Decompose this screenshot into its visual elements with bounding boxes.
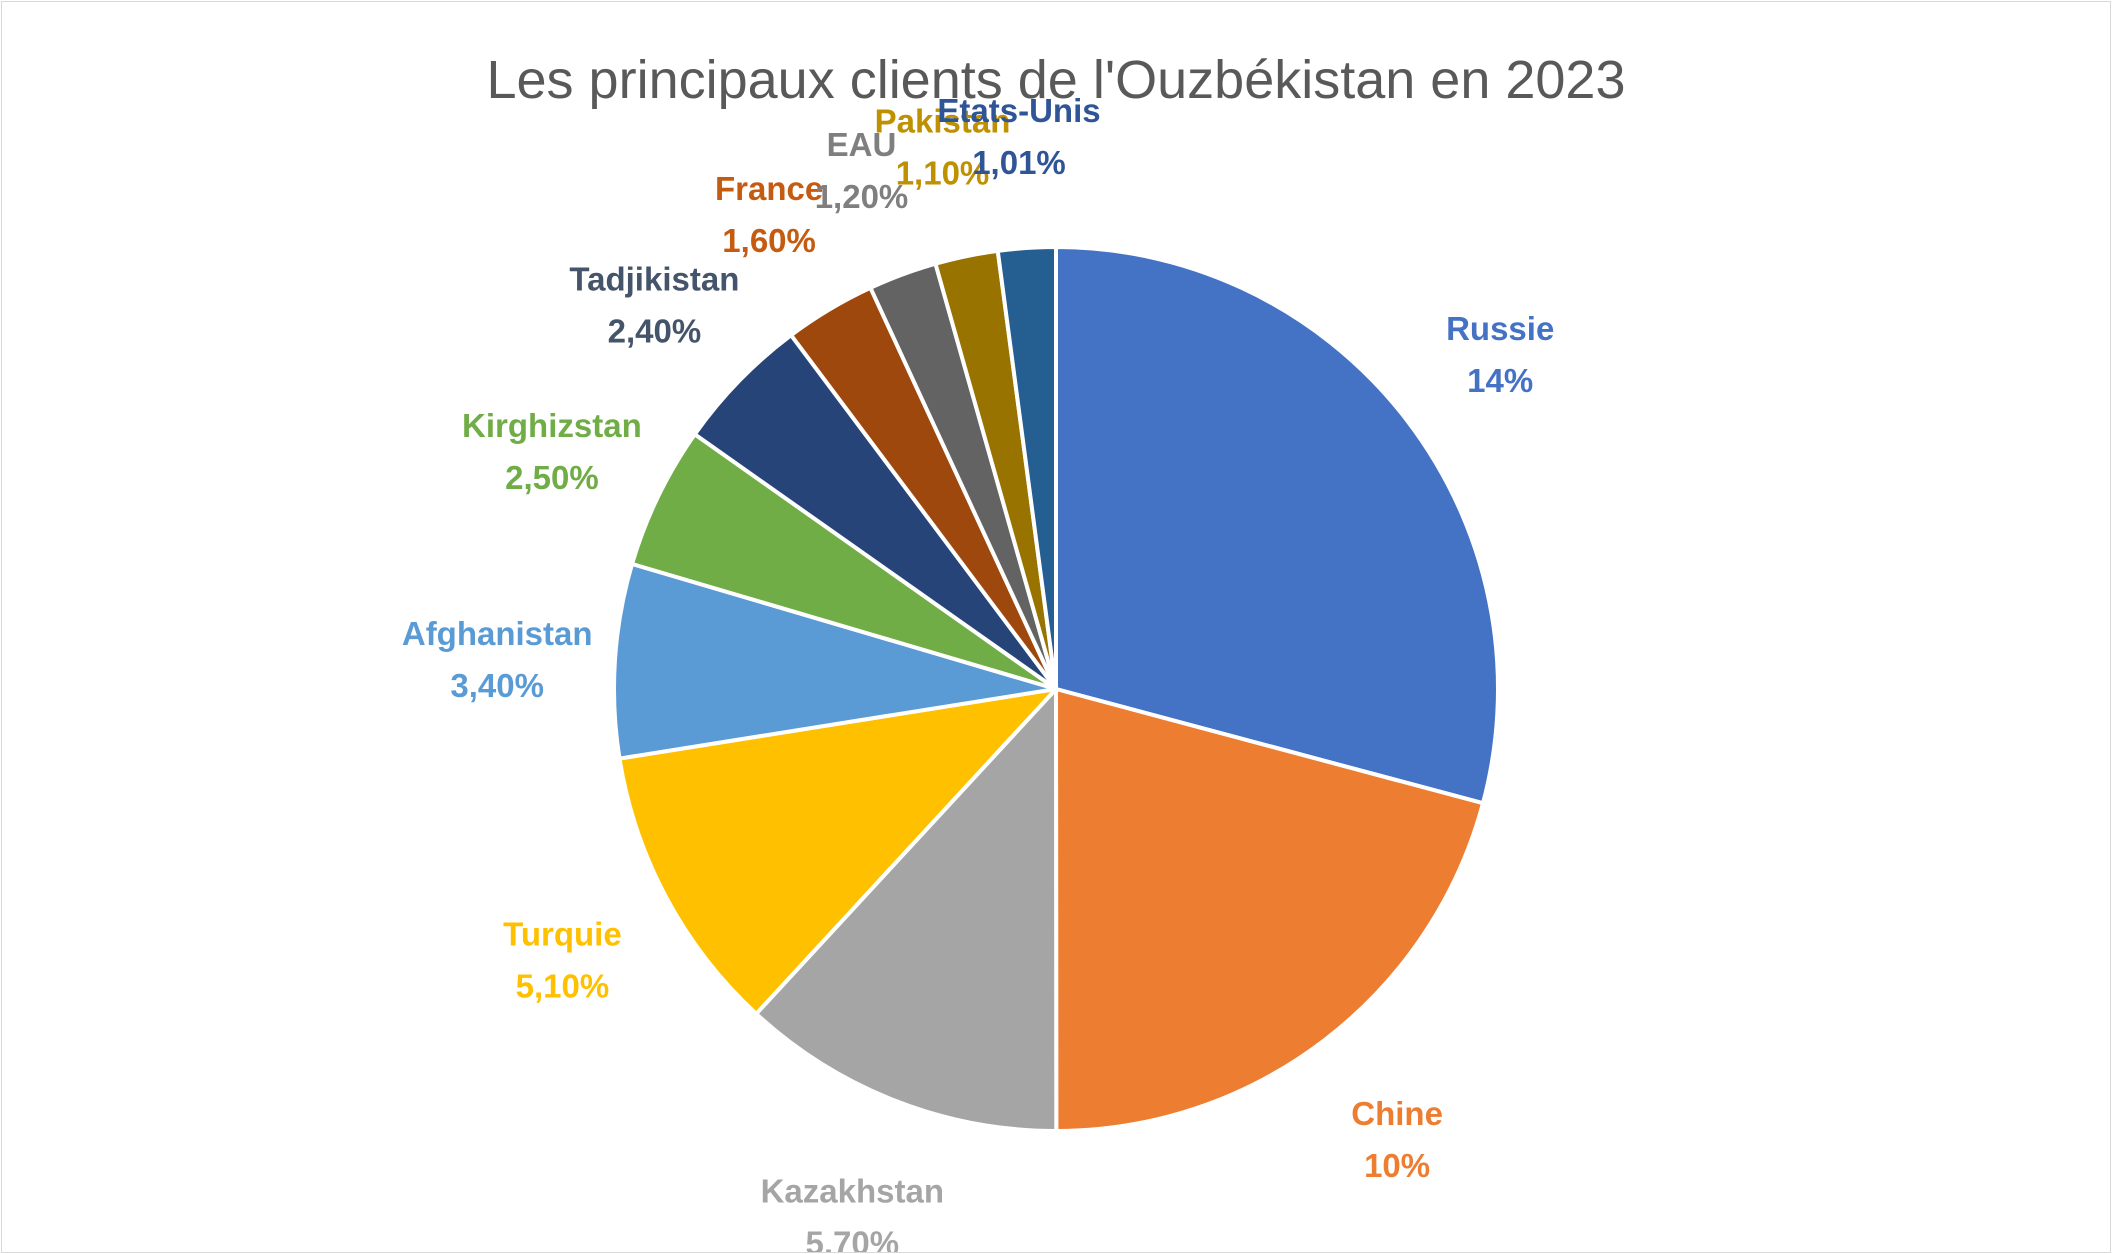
slice-value: 10% xyxy=(1364,1147,1430,1184)
slice-name: Turquie xyxy=(503,915,622,952)
slice-name: Pakistan xyxy=(875,103,1011,140)
slice-value: 1,01% xyxy=(972,144,1066,181)
chart-title: Les principaux clients de l'Ouzbékistan … xyxy=(486,50,1625,110)
slice-value: 2,40% xyxy=(608,313,702,350)
slice-label-afghanistan: Afghanistan 3,40% xyxy=(402,615,593,704)
slice-value: 1,60% xyxy=(722,222,816,259)
slice-label-kazakhstan: Kazakhstan 5,70% xyxy=(761,1173,944,1252)
pie-slice-turquie xyxy=(617,687,1058,1016)
slice-name: Chine xyxy=(1351,1095,1443,1132)
slice-name: Etats-Unis xyxy=(937,92,1100,129)
slice-label-russie: Russie 14% xyxy=(1446,310,1554,399)
slice-label-etats-unis: Etats-Unis 1,01% xyxy=(937,92,1100,181)
pie-slices xyxy=(612,245,1500,1134)
slice-name: Kazakhstan xyxy=(761,1173,944,1210)
slice-label-pakistan: Pakistan 1,10% xyxy=(875,103,1011,192)
slice-labels: Russie 14% Chine 10% Kazakhstan 5,70% Turquie 5… xyxy=(402,92,1554,1252)
slice-label-france: France 1,60% xyxy=(715,170,823,259)
slice-value: 14% xyxy=(1467,362,1533,399)
slice-name: France xyxy=(715,170,823,207)
slice-value: 5,70% xyxy=(806,1225,900,1252)
slice-label-tadjikistan: Tadjikistan 2,40% xyxy=(569,261,739,350)
slice-label-eau: EAU 1,20% xyxy=(815,126,909,215)
slice-value: 2,50% xyxy=(505,459,599,496)
pie-slice-russie xyxy=(1054,245,1500,806)
pie-slice-kirghizstan xyxy=(630,432,1058,691)
slice-name: Russie xyxy=(1446,310,1554,347)
slice-name: EAU xyxy=(827,126,897,163)
pie-slice-etats-unis xyxy=(995,245,1058,691)
slice-name: Tadjikistan xyxy=(569,261,739,298)
slice-label-kirghizstan: Kirghizstan 2,50% xyxy=(462,407,642,496)
slice-label-turquie: Turquie 5,10% xyxy=(503,915,622,1004)
slice-value: 1,20% xyxy=(815,178,909,215)
pie-slice-chine xyxy=(1054,687,1485,1133)
slice-value: 5,10% xyxy=(516,967,610,1004)
slice-label-chine: Chine 10% xyxy=(1351,1095,1443,1184)
pie-slice-afghanistan xyxy=(612,561,1058,761)
slice-name: Kirghizstan xyxy=(462,407,642,444)
slice-value: 3,40% xyxy=(450,667,544,704)
pie-slice-kazakhstan xyxy=(754,687,1059,1134)
slice-name: Afghanistan xyxy=(402,615,593,652)
slice-value: 1,10% xyxy=(896,155,990,192)
